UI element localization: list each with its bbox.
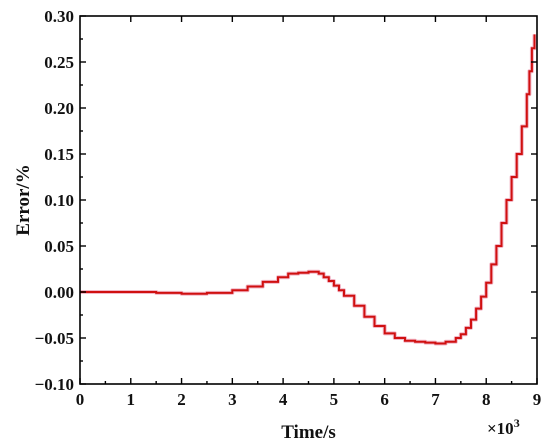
y-tick-label: 0.20 bbox=[44, 99, 74, 118]
x-tick-label: 8 bbox=[482, 390, 491, 409]
y-tick-label: 0.30 bbox=[44, 7, 74, 26]
x-axis: 0 1 2 3 4 5 6 7 8 9 bbox=[76, 16, 542, 409]
y-tick-label: 0.05 bbox=[44, 237, 74, 256]
plot-area bbox=[80, 34, 537, 346]
y-tick-label: 0.00 bbox=[44, 283, 74, 302]
x-tick-label: 0 bbox=[76, 390, 85, 409]
x-tick-label: 3 bbox=[228, 390, 237, 409]
x-axis-multiplier-base: ×10 bbox=[487, 419, 514, 438]
y-tick-label: 0.15 bbox=[44, 145, 74, 164]
x-tick-label: 2 bbox=[177, 390, 186, 409]
y-axis-title: Error/% bbox=[13, 164, 34, 235]
series-line-shadow bbox=[80, 34, 537, 346]
y-tick-label: −0.10 bbox=[35, 375, 74, 394]
x-tick-label: 4 bbox=[279, 390, 288, 409]
x-tick-label: 1 bbox=[127, 390, 136, 409]
y-tick-label: 0.10 bbox=[44, 191, 74, 210]
y-tick-label: 0.25 bbox=[44, 53, 74, 72]
x-tick-label: 9 bbox=[533, 390, 542, 409]
x-tick-label: 5 bbox=[330, 390, 339, 409]
x-axis-title: Time/s bbox=[281, 422, 336, 443]
x-axis-multiplier: ×103 bbox=[487, 416, 520, 438]
y-tick-label: −0.05 bbox=[35, 329, 74, 348]
series-line bbox=[80, 34, 536, 345]
x-tick-label: 6 bbox=[380, 390, 389, 409]
x-tick-label: 7 bbox=[431, 390, 440, 409]
x-axis-multiplier-exponent: 3 bbox=[514, 416, 520, 430]
y-axis: −0.10 −0.05 0.00 0.05 0.10 0.15 0.20 0.25 0.30 bbox=[35, 7, 537, 394]
